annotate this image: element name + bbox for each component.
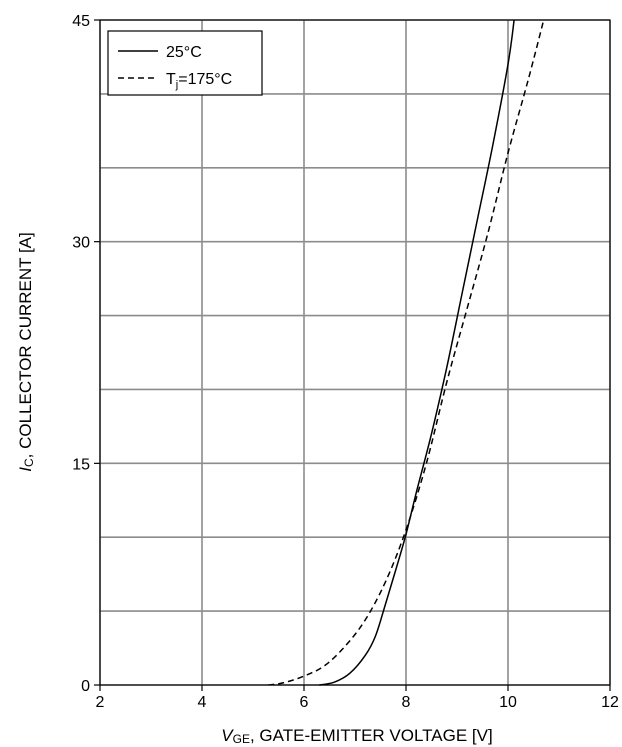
legend-label-175c-pre: T xyxy=(166,71,176,88)
x-axis-title: VGE, GATE-EMITTER VOLTAGE [V] xyxy=(221,726,492,746)
legend: 25°C Tj=175°C xyxy=(107,30,263,96)
legend-label-175c: Tj=175°C xyxy=(166,71,232,91)
x-tick-label-8: 8 xyxy=(402,694,411,711)
y-tick-label-30: 30 xyxy=(72,235,90,252)
y-axis-title-sub: C xyxy=(22,458,36,467)
legend-box xyxy=(107,30,263,96)
x-axis-title-sub: GE xyxy=(233,732,250,746)
x-axis-title-symbol: V xyxy=(221,726,234,745)
x-axis-title-rest: , GATE-EMITTER VOLTAGE [V] xyxy=(250,726,493,745)
series-line-25c xyxy=(319,19,515,686)
plot-frame xyxy=(99,19,611,686)
series-line-tj-175c xyxy=(268,19,545,686)
legend-label-175c-post: =175°C xyxy=(178,71,232,88)
series-layer xyxy=(268,19,545,686)
y-tick-label-45: 45 xyxy=(72,13,90,30)
tick-labels: 2 4 6 8 10 12 0 15 30 45 xyxy=(72,13,619,711)
x-tick-label-6: 6 xyxy=(300,694,309,711)
legend-label-175c-sub: j xyxy=(175,79,178,91)
legend-label-25c-text: 25°C xyxy=(166,44,202,61)
grid xyxy=(99,19,611,686)
x-tick-label-10: 10 xyxy=(499,694,517,711)
y-tick-label-15: 15 xyxy=(72,456,90,473)
x-tick-label-2: 2 xyxy=(96,694,105,711)
legend-label-25c: 25°C xyxy=(166,44,202,61)
x-tick-label-4: 4 xyxy=(198,694,207,711)
y-axis-title: IC, COLLECTOR CURRENT [A] xyxy=(16,232,36,472)
y-axis-title-symbol: I xyxy=(16,467,35,472)
ticks xyxy=(94,19,611,691)
y-axis-title-rest: , COLLECTOR CURRENT [A] xyxy=(16,232,35,458)
x-tick-label-12: 12 xyxy=(601,694,619,711)
y-tick-label-0: 0 xyxy=(81,678,90,695)
